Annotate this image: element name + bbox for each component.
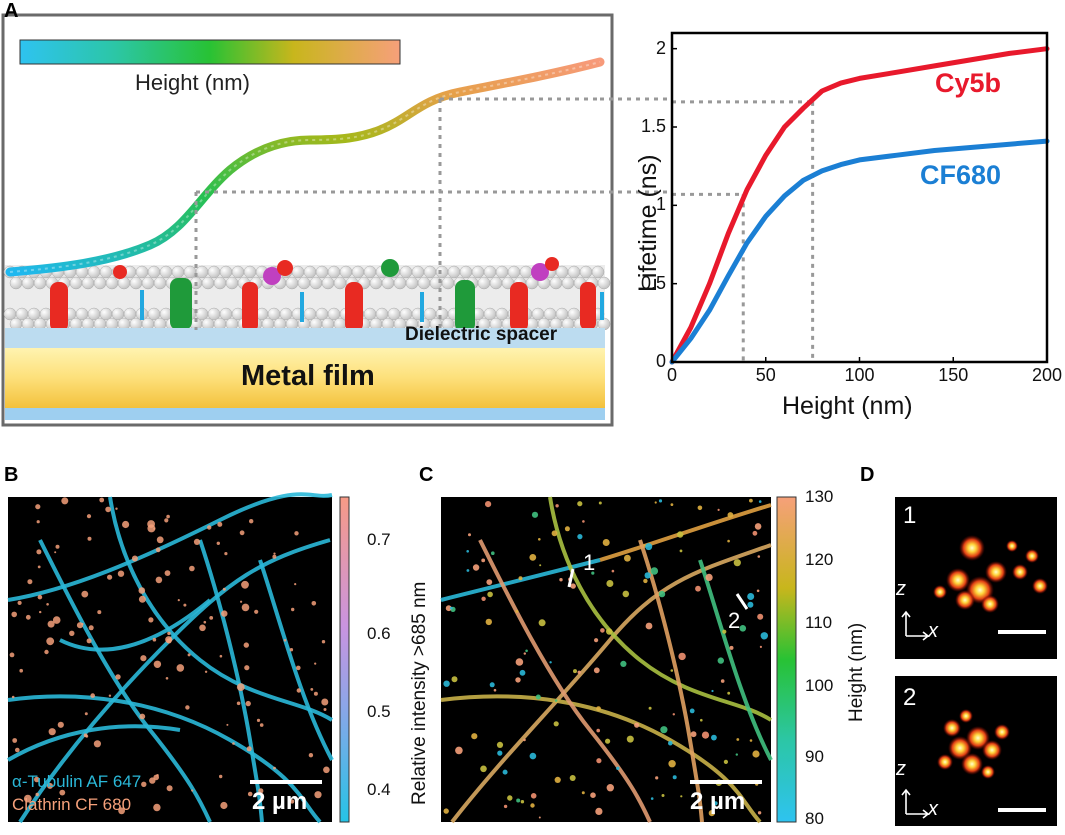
image-b-background xyxy=(8,497,332,822)
dielectric-spacer-layer xyxy=(5,328,605,348)
lifetime-chart xyxy=(600,31,1050,365)
c-marker2-line xyxy=(735,593,749,610)
inset2-background xyxy=(895,676,1057,826)
x-tick-label-0: 0 xyxy=(666,365,677,385)
x-tick-label-200: 200 xyxy=(1031,365,1063,385)
b-tick-04: 0.4 xyxy=(367,780,391,799)
c-marker1-line xyxy=(567,568,575,588)
scalebar-c-label: 2 µm xyxy=(690,788,746,815)
y-axis-label: Lifetime (ns) xyxy=(634,154,662,292)
inset1-axis-z: z xyxy=(896,578,906,600)
c-tick-120: 120 xyxy=(805,550,834,569)
y-tick-label-0: 0 xyxy=(655,351,666,371)
metal-film-label: Metal film xyxy=(241,360,375,392)
inset2-axis-x: x xyxy=(928,798,938,820)
height-colorbar xyxy=(19,39,401,65)
scalebar-b-label: 2 µm xyxy=(252,788,308,815)
panel-letter-c: C xyxy=(419,464,434,486)
panel-letter-a: A xyxy=(4,0,19,22)
panel-a-schematic xyxy=(1,13,614,427)
c-tick-110: 110 xyxy=(805,613,833,632)
panel-b-image xyxy=(7,492,350,824)
legend-clathrin: Clathrin CF 680 xyxy=(12,795,132,814)
cross-guides xyxy=(600,97,672,194)
height-colorbar-c xyxy=(776,496,797,823)
x-tick-label-100: 100 xyxy=(844,365,875,385)
c-tick-80: 80 xyxy=(805,809,824,828)
inset1-label: 1 xyxy=(903,502,917,529)
relative-intensity-colorbar xyxy=(339,496,350,823)
x-axis-label: Height (nm) xyxy=(782,392,913,420)
panel-d-insets xyxy=(895,497,1057,826)
series-line-cy5b xyxy=(669,46,1050,365)
panel-letter-d: D xyxy=(860,464,875,486)
panel-letter-b: B xyxy=(4,464,19,486)
y-tick-label-1: 1 xyxy=(655,194,666,215)
metal-film-layer xyxy=(5,348,605,408)
y-tick-label-1.5: 1.5 xyxy=(640,116,666,136)
x-tick-label-150: 150 xyxy=(938,365,969,385)
x-tick-label-50: 50 xyxy=(755,365,776,385)
c-marker2-label: 2 xyxy=(728,608,741,633)
inset1-axis-x: x xyxy=(928,620,938,642)
inset2-label: 2 xyxy=(903,684,917,711)
b-tick-06: 0.6 xyxy=(367,624,391,643)
dielectric-spacer-label: Dielectric spacer xyxy=(405,324,558,345)
b-colorbar-label: Relative intensity >685 nm xyxy=(409,581,430,805)
microtubule-fiber xyxy=(5,57,605,277)
series-label-cy5b: Cy5b xyxy=(935,68,1002,98)
lipid-bilayer xyxy=(3,265,611,331)
axis-arrows xyxy=(901,610,930,819)
y-tick-label-2: 2 xyxy=(655,37,666,58)
series-line-cf680 xyxy=(669,138,1050,365)
c-tick-130: 130 xyxy=(805,487,834,506)
y-tick-label-0.5: 0.5 xyxy=(640,272,666,293)
height-colorbar-label: Height (nm) xyxy=(135,70,250,95)
schematic-guides xyxy=(194,97,600,330)
legend-tubulin: α-Tubulin AF 647 xyxy=(12,772,142,791)
c-colorbar-label: Height (nm) xyxy=(846,622,867,722)
c-tick-100: 100 xyxy=(805,676,834,695)
substrate-layer xyxy=(5,408,605,420)
c-tick-90: 90 xyxy=(805,747,824,766)
inset2-axis-z: z xyxy=(896,758,906,780)
b-tick-07: 0.7 xyxy=(367,530,391,549)
series-label-cf680: CF680 xyxy=(920,160,1002,190)
membrane-proteins xyxy=(50,257,604,332)
c-marker1-label: 1 xyxy=(583,550,596,575)
panel-c-image xyxy=(440,496,797,824)
b-tick-05: 0.5 xyxy=(367,702,391,721)
